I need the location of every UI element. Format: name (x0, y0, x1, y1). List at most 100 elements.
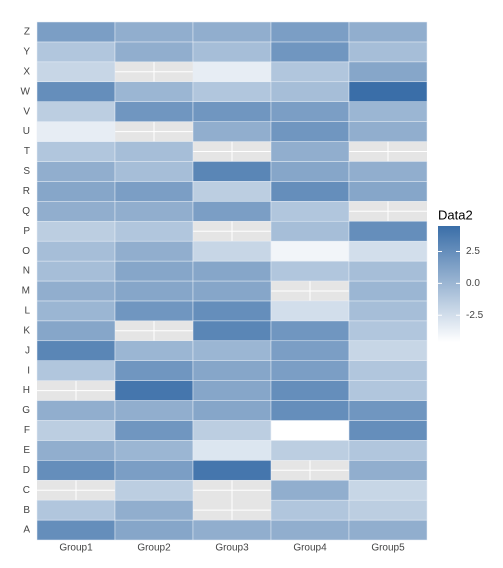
tile (36, 280, 116, 302)
y-tick-label: E (23, 445, 30, 456)
y-tick-label: I (27, 365, 30, 376)
tile (348, 420, 428, 441)
tile (192, 21, 272, 43)
tile (36, 460, 116, 481)
tile (348, 499, 428, 521)
tile (270, 499, 350, 521)
tile (114, 181, 194, 202)
tile (192, 81, 272, 102)
x-tick-label: Group1 (59, 543, 93, 554)
tile (348, 121, 428, 142)
tile (270, 61, 350, 83)
tile (36, 420, 116, 441)
tile (270, 81, 350, 102)
tile (114, 81, 194, 102)
tile (36, 440, 116, 461)
tile (192, 101, 272, 122)
tile (192, 320, 272, 342)
y-tick-label: H (23, 385, 30, 396)
tile (270, 260, 350, 282)
tile (270, 360, 350, 381)
y-tick-label: S (23, 166, 30, 177)
tile (270, 300, 350, 322)
tile (348, 101, 428, 122)
tile (36, 141, 116, 162)
tile (348, 181, 428, 202)
y-tick-label: Q (22, 206, 30, 217)
tile (270, 161, 350, 182)
tile (270, 41, 350, 63)
tile (36, 121, 116, 142)
tile (270, 440, 350, 461)
tile (192, 161, 272, 182)
tile (114, 380, 194, 401)
tile (270, 101, 350, 122)
tile (114, 440, 194, 461)
tile (270, 420, 350, 441)
tile (36, 240, 116, 262)
y-tick-label: J (25, 345, 30, 356)
tile (114, 201, 194, 222)
tile (348, 479, 428, 501)
tile (114, 260, 194, 282)
legend-title: Data2 (438, 207, 473, 222)
y-tick-label: C (23, 485, 30, 496)
tile (270, 400, 350, 421)
tile (192, 240, 272, 262)
tile (114, 460, 194, 481)
tile (348, 81, 428, 102)
y-tick-label: M (22, 286, 30, 297)
tile (114, 280, 194, 302)
tile (348, 240, 428, 262)
legend-label: -2.5 (466, 310, 484, 321)
tile (270, 21, 350, 43)
x-tick-label: Group3 (215, 543, 249, 554)
tile (192, 380, 272, 401)
tile (270, 340, 350, 361)
tile (192, 340, 272, 361)
y-tick-label: R (23, 186, 30, 197)
tile (36, 201, 116, 222)
tile (192, 260, 272, 282)
tile (36, 61, 116, 83)
tile (270, 519, 350, 541)
y-tick-label: A (23, 525, 30, 536)
y-tick-label: T (24, 146, 30, 157)
tile (192, 300, 272, 322)
tile (114, 240, 194, 262)
tile (270, 181, 350, 202)
tile (36, 499, 116, 521)
tile (348, 360, 428, 381)
tile (348, 440, 428, 461)
tile (192, 61, 272, 83)
x-tick-label: Group5 (371, 543, 405, 554)
tile (192, 360, 272, 381)
tile (270, 201, 350, 222)
tile (348, 41, 428, 63)
y-tick-label: B (23, 505, 30, 516)
tile (192, 400, 272, 421)
tile (270, 121, 350, 142)
tile (36, 41, 116, 63)
tile (192, 519, 272, 541)
tile (348, 400, 428, 421)
tile (348, 380, 428, 401)
y-tick-label: N (23, 266, 30, 277)
tile (192, 181, 272, 202)
tile (114, 300, 194, 322)
tile (114, 21, 194, 43)
tile (348, 161, 428, 182)
tile (114, 360, 194, 381)
tile (114, 519, 194, 541)
y-tick-label: K (23, 325, 30, 336)
tile (348, 460, 428, 481)
tile (192, 41, 272, 63)
tile (270, 320, 350, 342)
tile (114, 499, 194, 521)
tile (36, 101, 116, 122)
tile (192, 201, 272, 222)
tile (192, 121, 272, 142)
tile (114, 41, 194, 63)
